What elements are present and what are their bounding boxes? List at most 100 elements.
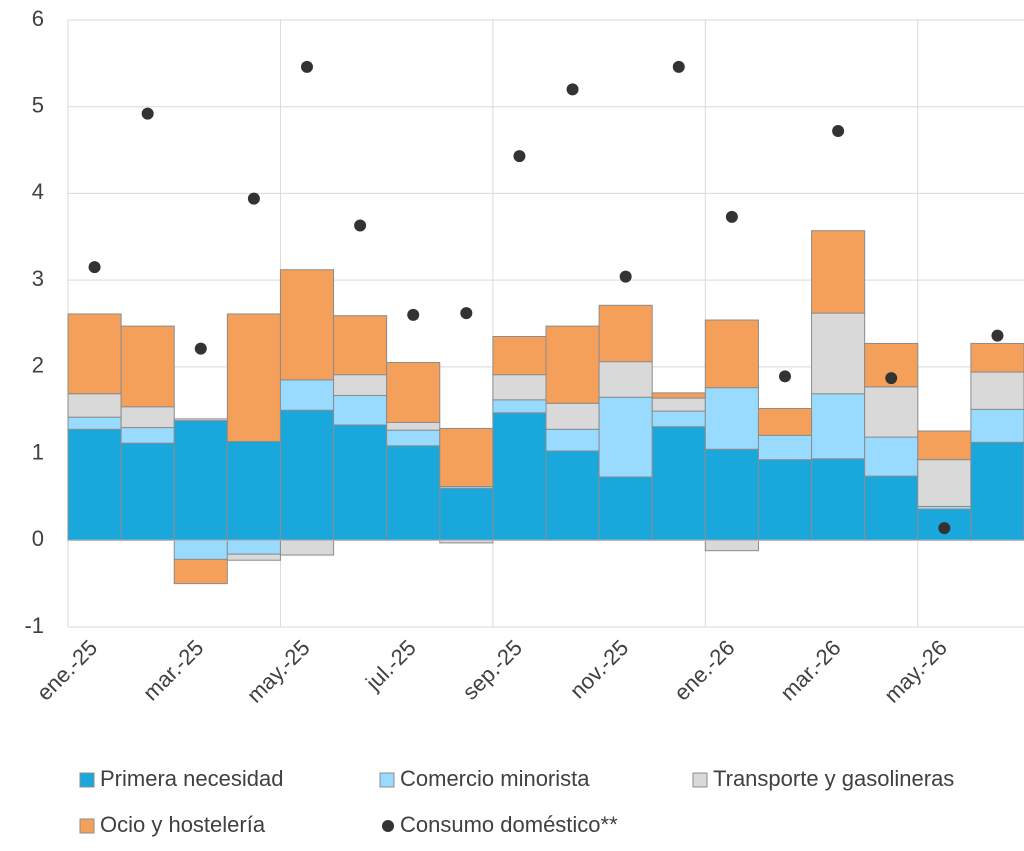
- bar-segment: [811, 458, 866, 541]
- bar-segment: [545, 428, 600, 452]
- dot: [566, 83, 579, 96]
- bar-segment: [970, 371, 1024, 410]
- y-tick-label: 1: [32, 439, 44, 464]
- legend-marker: [79, 818, 95, 834]
- y-tick-label: -1: [24, 613, 44, 638]
- bar-segment: [226, 539, 281, 555]
- bar-segment: [545, 325, 600, 404]
- bar-segment: [333, 315, 388, 376]
- bar-segment: [67, 428, 122, 541]
- bar-segment: [120, 427, 175, 444]
- bar-segment: [651, 426, 706, 541]
- bar-segment: [120, 406, 175, 429]
- bar-segment: [67, 393, 122, 418]
- bar-segment: [651, 397, 706, 412]
- x-tick-label: ene.-25: [32, 635, 102, 705]
- bar-segment: [279, 379, 335, 411]
- bar-segment: [704, 448, 759, 541]
- bar-segment: [386, 445, 441, 541]
- dot: [247, 192, 260, 205]
- bar-segment: [757, 407, 813, 436]
- legend-label: Consumo doméstico**: [400, 812, 618, 837]
- bar-segment: [598, 476, 653, 541]
- dot: [354, 219, 367, 232]
- bar-segment: [439, 427, 494, 488]
- legend-marker: [692, 772, 708, 788]
- dot: [619, 270, 632, 283]
- bar-segment: [226, 313, 281, 442]
- bar-segment: [811, 312, 866, 395]
- y-tick-label: 2: [32, 353, 44, 378]
- bar-segment: [970, 342, 1024, 373]
- bar-segment: [386, 421, 441, 431]
- bar-segment: [864, 436, 919, 477]
- dot: [141, 107, 154, 120]
- bar-segment: [864, 475, 919, 541]
- dot: [832, 124, 845, 137]
- bar-segment: [226, 553, 281, 561]
- x-tick-label: nov.-25: [565, 635, 633, 703]
- bar-segment: [704, 319, 759, 389]
- y-tick-label: 6: [32, 6, 44, 31]
- bar-segment: [757, 434, 813, 461]
- dot: [991, 329, 1004, 342]
- dot: [885, 372, 898, 385]
- bar-segment: [279, 269, 335, 381]
- y-tick-label: 4: [32, 179, 44, 204]
- bar-segment: [173, 418, 228, 422]
- bar-segment: [704, 387, 759, 450]
- bar-segment: [492, 336, 547, 376]
- dot: [301, 60, 313, 73]
- bar-segment: [651, 392, 706, 399]
- bar-segment: [492, 399, 547, 414]
- legend-marker: [379, 772, 395, 788]
- dot: [194, 342, 207, 355]
- x-tick-label: mar.-25: [138, 635, 208, 705]
- bar-segment: [67, 416, 122, 430]
- dot: [725, 210, 738, 223]
- bar-segment: [598, 396, 653, 478]
- legend-label: Primera necesidad: [100, 766, 283, 791]
- bar-segment: [492, 374, 547, 401]
- x-tick-label: sep.-25: [458, 635, 528, 705]
- bar-segment: [917, 430, 972, 461]
- dot: [938, 522, 951, 535]
- bar-segment: [757, 459, 813, 541]
- bar-segment: [811, 393, 866, 460]
- bar-segment: [917, 459, 972, 507]
- x-tick-label: may.-25: [242, 635, 315, 708]
- bar-segment: [651, 410, 706, 428]
- dot: [672, 60, 685, 73]
- bar-segment: [545, 402, 600, 430]
- bar-segment: [545, 450, 600, 541]
- x-tick-label: jul.-25: [360, 635, 421, 696]
- x-tick-label: may.-26: [879, 635, 952, 708]
- bar-segment: [970, 441, 1024, 541]
- x-tick-label: ene.-26: [669, 635, 739, 705]
- dot: [779, 370, 791, 383]
- y-tick-label: 0: [32, 526, 44, 551]
- bar-segment: [492, 412, 547, 541]
- bar-segment: [386, 429, 441, 447]
- dot: [407, 308, 420, 321]
- bar-segment: [333, 424, 388, 541]
- bar-segment: [386, 362, 441, 423]
- dot: [88, 261, 101, 274]
- legend-marker: [79, 772, 95, 788]
- dot: [460, 307, 473, 320]
- bar-segment: [333, 394, 388, 426]
- y-tick-label: 3: [32, 266, 44, 291]
- bar-segment: [173, 539, 228, 560]
- bar-segment: [173, 420, 228, 541]
- bar-segment: [279, 409, 335, 541]
- legend-label: Transporte y gasolineras: [713, 766, 954, 791]
- bar-segment: [970, 408, 1024, 443]
- legend-marker: [382, 820, 394, 832]
- bar-segment: [173, 558, 228, 585]
- legend-label: Comercio minorista: [400, 766, 590, 791]
- bar-segment: [333, 374, 388, 396]
- bar-segment: [226, 440, 281, 541]
- bar-segment: [120, 442, 175, 541]
- bar-segment: [279, 539, 335, 556]
